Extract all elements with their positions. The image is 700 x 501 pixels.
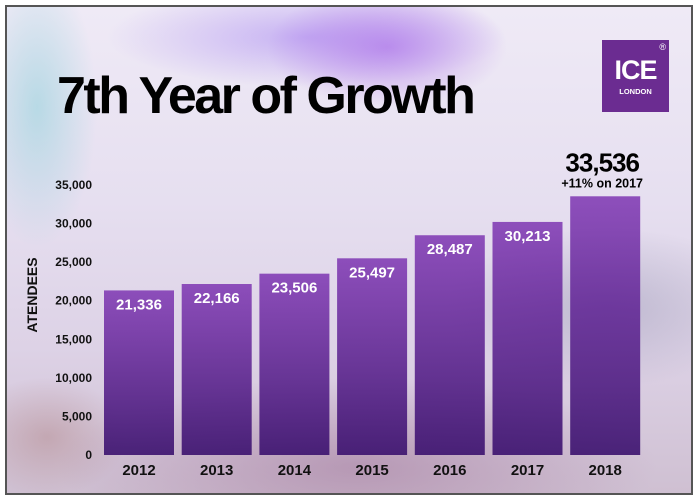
x-tick-label: 2013 xyxy=(200,462,233,479)
bar-2014 xyxy=(259,273,330,455)
y-axis-label: ATENDEES xyxy=(24,257,40,332)
y-tick-label: 35,000 xyxy=(55,178,92,192)
data-label: 25,497 xyxy=(349,264,395,281)
y-tick-label: 20,000 xyxy=(55,294,92,308)
registered-mark: ® xyxy=(659,42,666,52)
x-tick-label: 2012 xyxy=(122,462,155,479)
logo-text: ICE xyxy=(614,55,657,85)
x-tick-label: 2015 xyxy=(355,462,388,479)
y-tick-label: 30,000 xyxy=(55,217,92,231)
data-label: 28,487 xyxy=(427,241,473,258)
data-label: 23,506 xyxy=(271,280,317,297)
x-tick-label: 2014 xyxy=(278,462,312,479)
growth-annotation: +11% on 2017 xyxy=(561,176,643,190)
bar-2015 xyxy=(337,258,408,455)
y-tick-label: 25,000 xyxy=(55,255,92,269)
bar-2013 xyxy=(181,284,252,455)
y-tick-label: 5,000 xyxy=(62,409,92,423)
x-tick-label: 2017 xyxy=(511,462,544,479)
data-label-highlight: 33,536 xyxy=(565,147,639,177)
bar-2017 xyxy=(492,221,563,455)
data-label: 22,166 xyxy=(194,290,240,307)
bar-2012 xyxy=(104,290,174,455)
chart-title: 7th Year of Growth xyxy=(57,67,476,125)
x-tick-label: 2016 xyxy=(433,462,466,479)
ice-london-logo: ICE ® LONDON xyxy=(602,40,669,112)
bar-2016 xyxy=(414,235,485,455)
y-tick-label: 15,000 xyxy=(55,332,92,346)
y-tick-label: 0 xyxy=(85,448,92,462)
data-label: 21,336 xyxy=(116,296,162,313)
bar-2018 xyxy=(570,196,641,456)
data-label: 30,213 xyxy=(505,228,551,245)
y-tick-label: 10,000 xyxy=(55,371,92,385)
logo-subtitle: LONDON xyxy=(619,87,652,96)
x-tick-label: 2018 xyxy=(589,462,622,479)
